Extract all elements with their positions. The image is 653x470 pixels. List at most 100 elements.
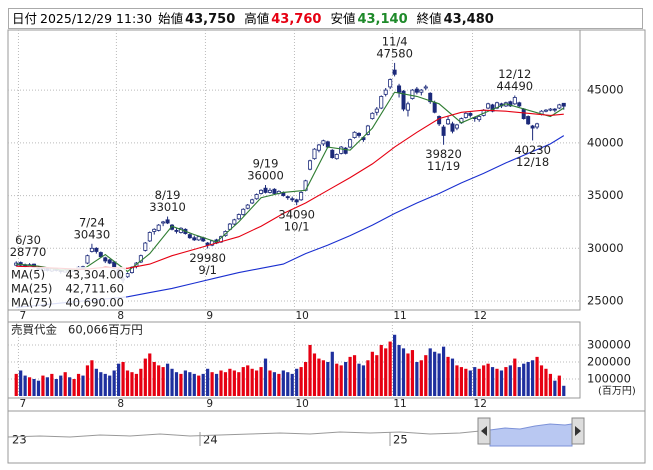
volume-bar (375, 355, 379, 396)
candle-body (232, 219, 237, 225)
x-tick-label: 7 (19, 310, 26, 322)
candle-body (272, 188, 277, 194)
candle-body (508, 101, 513, 107)
volume-bar (441, 346, 446, 396)
volume-bar (486, 363, 490, 396)
volume-bar (357, 363, 361, 396)
candle-body (316, 144, 321, 151)
candle-body (241, 208, 246, 215)
volume-bar (108, 375, 112, 396)
candle-body (423, 86, 428, 89)
annotation-date: 10/1 (284, 220, 310, 234)
volume-bar (81, 375, 85, 396)
candle-body (428, 92, 433, 103)
annotation-value: 44490 (497, 79, 534, 93)
volume-bar (255, 370, 259, 396)
volume-bar (259, 367, 263, 396)
candle-body (450, 123, 455, 132)
candle-body (463, 112, 468, 118)
volume-bar (428, 348, 432, 396)
candle-body (437, 116, 442, 125)
candle-body (89, 247, 94, 252)
volume-bar (553, 380, 557, 396)
volume-bar (482, 365, 486, 396)
volume-bar (397, 344, 401, 396)
candle-body (254, 194, 259, 200)
volume-bar (68, 377, 72, 396)
candle-body (174, 229, 179, 232)
volume-bar (352, 355, 357, 396)
y-tick-label: 45000 (587, 83, 624, 97)
nav-label: 23 (12, 433, 27, 447)
annotation-value: 33010 (149, 200, 186, 214)
candle-body (432, 102, 437, 113)
annotation-value: 39820 (425, 147, 462, 161)
volume-bar (424, 355, 428, 396)
candle-body (259, 189, 264, 194)
volume-bar (539, 365, 544, 396)
volume-bar (393, 334, 397, 396)
legend-value: 42,711.60 (65, 282, 124, 296)
volume-bar (237, 372, 241, 396)
candle-body (267, 189, 272, 193)
volume-bar (125, 370, 130, 396)
candle-body (370, 112, 375, 119)
volume-bar (241, 367, 245, 396)
candle-body (392, 69, 397, 75)
candle-body (156, 224, 161, 231)
candle-body (334, 154, 339, 160)
header-value: 43,480 (443, 12, 494, 27)
annotation-value: 29980 (189, 251, 226, 265)
volume-bar (228, 368, 232, 396)
x-tick-label: 11 (393, 310, 406, 322)
legend-value: 43,304.00 (65, 268, 124, 282)
volume-bar (174, 372, 179, 396)
volume-bar (50, 373, 54, 396)
volume-bar (188, 372, 192, 396)
volume-bar (117, 363, 121, 396)
candle-body (405, 103, 410, 111)
annotation-date: 12/12 (498, 67, 531, 81)
x-tick-label: 8 (117, 310, 124, 322)
candle-body (486, 103, 491, 109)
y-tick-label: 200000 (587, 354, 631, 368)
candle-body (397, 85, 402, 93)
candle-body (94, 247, 99, 252)
candle-body (517, 102, 522, 107)
volume-bar (446, 356, 450, 396)
volume-bar (317, 358, 321, 396)
header-label: 終値 (416, 11, 442, 26)
candle-body (147, 232, 152, 242)
candle-body (107, 259, 112, 264)
volume-bar (32, 378, 36, 396)
volume-bar (170, 368, 174, 396)
candle-body (125, 273, 130, 278)
volume-bar (45, 377, 49, 396)
volume-bar (419, 360, 423, 396)
candle-body (543, 109, 548, 112)
candle-body (477, 116, 482, 121)
annotation-date: 11/19 (427, 159, 460, 173)
volume-bar (504, 367, 508, 396)
candle-body (330, 149, 335, 159)
candle-body (365, 125, 370, 135)
candle-body (352, 131, 357, 138)
volume-bar (379, 344, 383, 396)
volume-bar (321, 360, 325, 396)
volume-bar (148, 353, 152, 396)
header-label: 始値 (158, 11, 184, 26)
volume-bar (459, 367, 463, 396)
volume-bar (557, 375, 561, 396)
x-tick-label: 7 (19, 398, 26, 410)
volume-bar (90, 360, 94, 396)
volume-bar (490, 367, 495, 396)
y-tick-label: 40000 (587, 135, 624, 149)
annotation-value: 28770 (10, 245, 47, 259)
nav-label: 24 (203, 433, 218, 447)
candle-body (441, 126, 446, 136)
header-value: 43,750 (185, 12, 236, 27)
annotation-value: 36000 (247, 169, 284, 183)
volume-bar (72, 378, 76, 396)
volume-bar (535, 356, 539, 396)
